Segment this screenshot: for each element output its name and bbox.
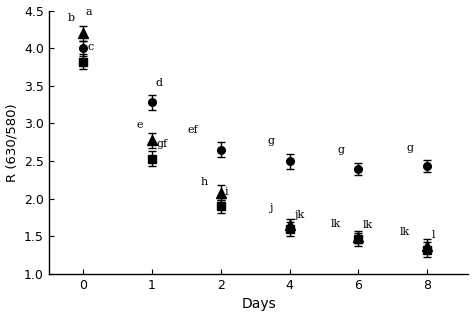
Text: h: h (200, 178, 208, 187)
Text: i: i (225, 187, 228, 197)
X-axis label: Days: Days (241, 297, 276, 311)
Text: l: l (431, 230, 435, 240)
Text: c: c (87, 42, 94, 52)
Text: b: b (68, 13, 75, 23)
Text: d: d (155, 78, 163, 88)
Y-axis label: R (630/580): R (630/580) (6, 103, 18, 182)
Text: g: g (407, 143, 413, 153)
Text: gf: gf (156, 139, 167, 149)
Text: lk: lk (363, 220, 373, 230)
Text: j: j (269, 203, 273, 213)
Text: lk: lk (331, 219, 341, 229)
Text: g: g (338, 145, 345, 155)
Text: a: a (85, 7, 92, 16)
Text: ef: ef (188, 125, 199, 135)
Text: jk: jk (294, 210, 304, 220)
Text: lk: lk (400, 227, 410, 237)
Text: e: e (137, 120, 144, 130)
Text: g: g (268, 136, 274, 146)
